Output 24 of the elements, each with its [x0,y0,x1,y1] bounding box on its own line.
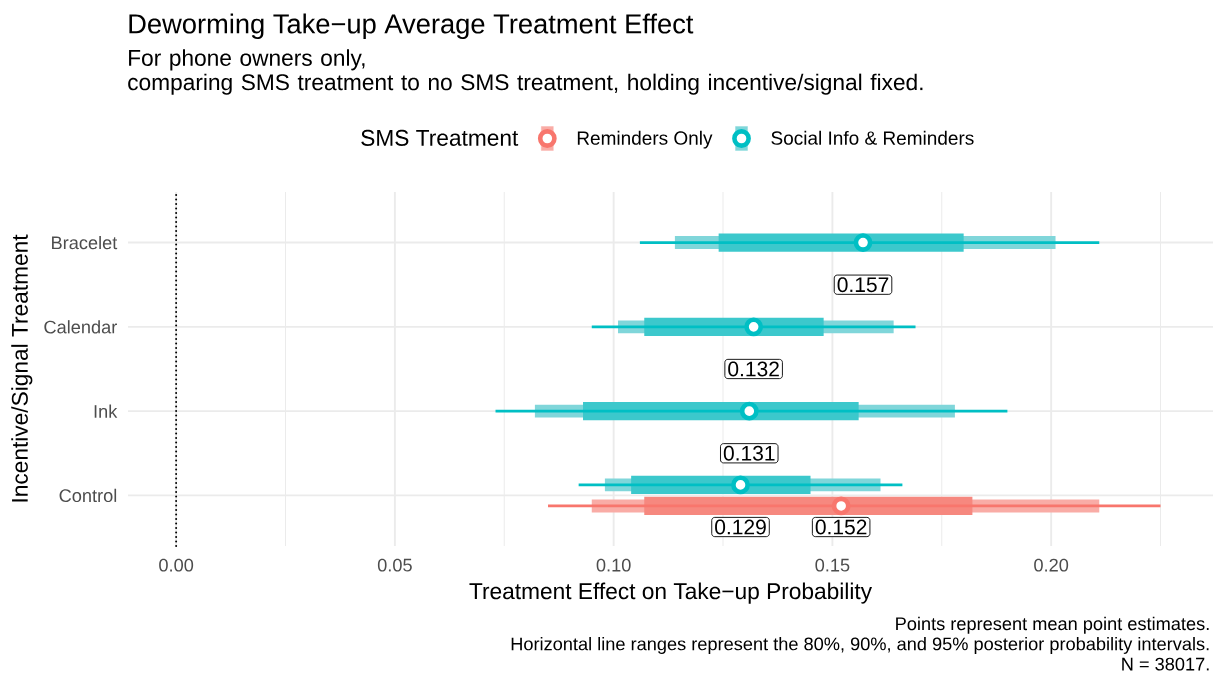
legend-label: Reminders Only [577,130,713,149]
x-tick-label: 0.00 [159,558,194,572]
text: N = 38017. [1122,657,1209,671]
data-label: 0.129 [715,519,766,535]
data-label: 0.152 [815,519,867,535]
chart-title: Deworming Take−up Average Treatment Effect [129,13,694,39]
legend-title: SMS Treatment [361,129,519,146]
y-tick-label: Bracelet [52,235,118,250]
x-tick-label: 0.10 [596,558,631,572]
chart-subtitle: For phone owners only, comparing SMS treatment to no SMS treatment, holding incentive/signal fixed. [128,49,923,95]
data-label: 0.157 [837,277,889,293]
x-axis-title: Treatment Effect on Take−up Probability [469,582,873,604]
text: Horizontal line ranges represent the 80%, 90%, and 95% posterior probability intervals. [511,637,1209,654]
legend-label: Social Info & Reminders [771,130,974,145]
y-tick-label: Calendar [44,320,117,334]
y-tick-label: Control [59,488,117,503]
data-label: 0.131 [723,445,775,461]
x-tick-label: 0.20 [1034,558,1069,572]
data-label: 0.132 [728,361,779,377]
x-tick-label: 0.05 [377,558,412,572]
y-axis-title: Incentive/Signal Treatment [11,234,33,502]
x-tick-label: 0.15 [815,558,850,572]
text: Points represent mean point estimates. [896,616,1209,634]
y-tick-label: Ink [94,404,118,418]
